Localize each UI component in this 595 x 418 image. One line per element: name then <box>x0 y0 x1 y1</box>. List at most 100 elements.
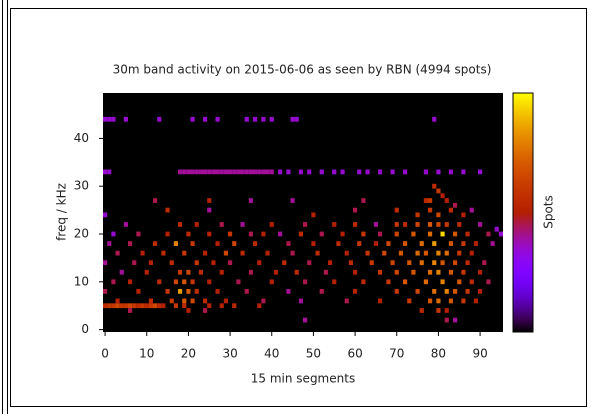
heat-cell <box>190 298 195 304</box>
heat-cell <box>182 303 187 309</box>
heat-cell <box>436 222 441 227</box>
heat-cell <box>103 303 108 309</box>
heat-cell <box>361 231 366 237</box>
colorbar-label: Spots <box>542 195 556 229</box>
heat-cell <box>228 260 233 266</box>
heat-cell <box>286 241 291 246</box>
heat-cell <box>290 250 295 256</box>
heat-cell <box>111 303 116 309</box>
heat-cell <box>107 169 112 175</box>
heat-cell <box>136 288 141 294</box>
heat-cell <box>436 212 441 218</box>
heat-cell <box>419 260 424 266</box>
heat-cell <box>144 303 149 309</box>
heat-cell <box>173 303 178 309</box>
heat-cell <box>203 308 208 313</box>
heat-cell <box>423 279 428 285</box>
heat-cell <box>111 116 116 122</box>
heat-cell <box>323 269 328 275</box>
heat-cell <box>115 250 120 256</box>
heat-cell <box>303 222 308 227</box>
heat-cell <box>103 116 108 122</box>
heat-cell <box>236 169 241 175</box>
x-tick-label: 50 <box>306 347 321 361</box>
heat-cell <box>344 298 349 304</box>
heat-cell <box>182 169 187 175</box>
heat-cell <box>407 298 412 304</box>
heat-cell <box>265 169 270 175</box>
frame <box>10 8 587 407</box>
heat-cell <box>486 279 491 285</box>
heat-cell <box>453 260 458 266</box>
heat-cell <box>182 298 187 304</box>
heat-cell <box>332 169 337 175</box>
x-tick-label: 40 <box>264 347 279 361</box>
heat-cell <box>294 269 299 275</box>
heat-cell <box>432 260 437 266</box>
heat-cell <box>173 241 178 246</box>
heat-cell <box>353 269 358 275</box>
heat-cell <box>378 298 383 304</box>
heat-cell <box>378 269 383 275</box>
heat-cell <box>107 303 112 309</box>
heat-cell <box>403 222 408 227</box>
heat-cell <box>319 288 324 294</box>
heat-cell <box>448 241 453 246</box>
heat-cell <box>382 250 387 256</box>
heat-cell <box>111 231 116 237</box>
heat-cell <box>178 288 183 294</box>
heat-cell <box>144 269 149 275</box>
heat-cell <box>194 169 199 175</box>
heat-cell <box>257 169 262 175</box>
heat-cell <box>373 222 378 227</box>
heat-cell <box>198 169 203 175</box>
heat-cell <box>103 212 108 218</box>
heat-cell <box>332 222 337 227</box>
heat-cell <box>236 279 241 285</box>
heat-cell <box>432 241 437 246</box>
heat-cell <box>465 231 470 237</box>
heat-cell <box>386 279 391 285</box>
heat-cell <box>278 231 283 237</box>
heat-cell <box>415 288 420 294</box>
heat-cell <box>473 298 478 304</box>
heat-cell <box>378 231 383 237</box>
heat-cell <box>269 222 274 227</box>
heat-cell <box>436 169 441 175</box>
heat-cell <box>148 260 153 266</box>
heat-cell <box>248 269 253 275</box>
heat-cell <box>311 212 316 218</box>
heat-cell <box>207 198 212 203</box>
heat-cell <box>394 222 399 227</box>
heat-cell <box>219 222 224 227</box>
heat-cell <box>440 231 445 237</box>
heat-cell <box>228 169 233 175</box>
heat-cell <box>469 250 474 256</box>
heat-cell <box>223 169 228 175</box>
heat-cell <box>123 116 128 122</box>
heat-cell <box>157 279 162 285</box>
heat-cell <box>153 241 158 246</box>
x-tick-label: 60 <box>347 347 362 361</box>
heat-cell <box>465 260 470 266</box>
chart-title: 30m band activity on 2015-06-06 as seen … <box>113 63 492 77</box>
heat-cell <box>132 303 137 309</box>
heat-cell <box>444 198 449 203</box>
heat-cell <box>194 260 199 266</box>
heat-cell <box>473 241 478 246</box>
heat-cell <box>457 222 462 227</box>
heat-cell <box>203 298 208 304</box>
heat-cell <box>386 241 391 246</box>
heat-cell <box>461 169 466 175</box>
heat-cell <box>169 298 174 304</box>
heat-cell <box>165 231 170 237</box>
heat-cell <box>123 222 128 227</box>
heat-cell <box>136 231 141 237</box>
heat-cell <box>315 250 320 256</box>
heat-cell <box>303 317 308 323</box>
y-tick-label: 20 <box>74 227 89 241</box>
heat-cell <box>448 298 453 304</box>
y-axis-label: freq / kHz <box>55 183 69 241</box>
heat-cell <box>269 116 274 122</box>
heat-cell <box>415 212 420 218</box>
